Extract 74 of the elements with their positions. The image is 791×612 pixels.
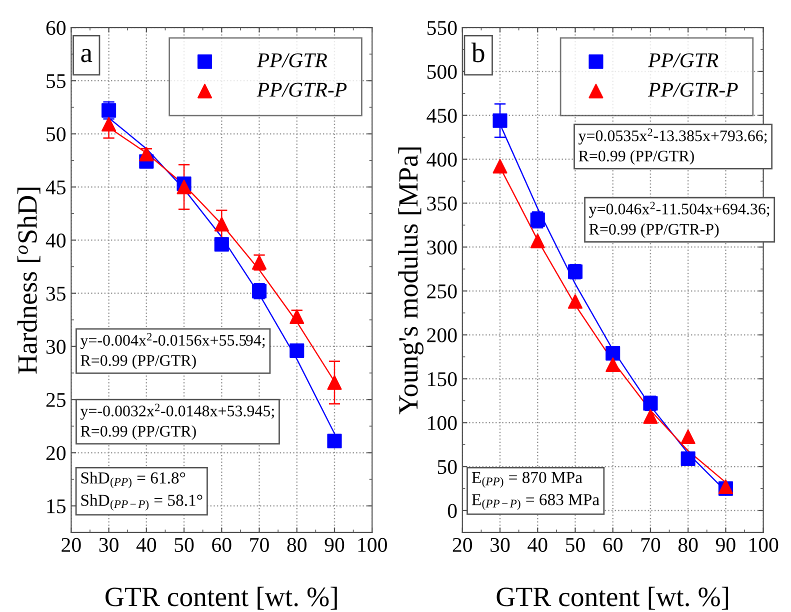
- annotation: a: [81, 48, 92, 62]
- point: [568, 294, 583, 309]
- annotation: y=0.0535x$^{2}$-13.385x+793.66; R=0.99 (PP/GTR): [578, 128, 767, 165]
- x-tick-label: 70: [641, 538, 660, 552]
- annotation: y=-0.0032x$^{2}$-0.0148x+53.945; R=0.99 (PP/GTR): [80, 404, 274, 440]
- legend-label: PP/GTR-P: [256, 82, 347, 97]
- point: [327, 375, 342, 390]
- x-tick-label: 40: [136, 538, 156, 552]
- y-tick-label: 45: [46, 180, 66, 194]
- y-tick-label: 550: [427, 20, 457, 35]
- y-tick-label: 50: [46, 127, 66, 142]
- y-axis-title: Hardness [$^{o}$ShD]: [17, 188, 40, 374]
- point: [327, 434, 342, 448]
- y-tick-label: 300: [427, 240, 457, 254]
- y-tick-label: 500: [427, 64, 457, 79]
- point: [139, 146, 154, 162]
- point: [606, 346, 620, 361]
- y-axis-title: Young's modulus [MPa]: [398, 147, 424, 414]
- y-tick-label: 0: [448, 504, 457, 518]
- x-tick-label: 80: [287, 538, 307, 552]
- y-tick-label: 100: [428, 416, 457, 430]
- y-tick-label: 200: [427, 328, 457, 342]
- y-tick-label: 20: [46, 446, 66, 460]
- text: ShD$_{(PP)}$ = 61.8° ShD$_{(PP−P)}$ = 58.1°: [81, 472, 202, 511]
- y-tick-label: 350: [427, 196, 457, 211]
- y-tick-label: 60: [46, 20, 66, 35]
- x-tick-label: 50: [174, 538, 194, 552]
- x-tick-label: 100: [358, 538, 387, 552]
- x-axis-title: GTR content [wt. %]: [496, 586, 728, 610]
- y-tick-label: 55: [46, 74, 66, 88]
- y-tick-label: 35: [46, 286, 66, 301]
- annotation: b: [471, 42, 484, 62]
- point: [290, 343, 304, 358]
- x-tick-label: 100: [750, 538, 778, 552]
- y-tick-label: 250: [427, 284, 457, 298]
- point: [492, 113, 508, 128]
- point: [530, 234, 545, 248]
- x-tick-label: 60: [603, 538, 622, 552]
- legend-label: PP/GTR: [648, 53, 718, 68]
- point: [492, 158, 508, 174]
- legend-label: PP/GTR: [256, 53, 328, 68]
- x-tick-label: 30: [490, 538, 510, 552]
- point: [643, 409, 658, 424]
- point: [214, 216, 229, 232]
- point: [214, 237, 229, 252]
- x-tick-label: 90: [324, 538, 344, 552]
- legend-label: PP/GTR-P: [648, 82, 738, 97]
- y-tick-label: 25: [46, 393, 66, 408]
- x-axis-title: GTR content [wt. %]: [106, 586, 337, 610]
- point: [290, 309, 304, 324]
- y-tick-label: 40: [46, 234, 66, 248]
- point: [606, 357, 620, 372]
- text: E$_{(PP)}$ = 870 MPa E$_{(PP−P)}$ = 683 MPa: [472, 472, 600, 510]
- x-tick-label: 90: [716, 538, 736, 552]
- point: [102, 116, 116, 132]
- annotation: y=0.046x$^{2}$-11.504x+694.36; R=0.99 (PP/GTR-P): [588, 202, 770, 238]
- x-tick-label: 70: [250, 538, 269, 552]
- y-tick-label: 400: [426, 152, 457, 167]
- x-tick-label: 20: [62, 538, 81, 552]
- x-tick-label: 40: [528, 538, 548, 552]
- y-tick-label: 15: [47, 499, 66, 514]
- y-tick-label: 150: [428, 372, 457, 386]
- x-tick-label: 50: [566, 538, 585, 552]
- annotation: y=-0.004x$^{2}$-0.0156x+55.594; R=0.99 (PP/GTR): [80, 333, 265, 370]
- x-tick-label: 20: [452, 538, 472, 552]
- point: [680, 429, 696, 444]
- point: [176, 180, 192, 194]
- x-tick-label: 30: [99, 538, 118, 552]
- y-tick-label: 50: [438, 460, 457, 474]
- x-tick-label: 80: [678, 538, 698, 552]
- x-tick-label: 60: [212, 538, 232, 552]
- y-tick-label: 450: [426, 108, 457, 123]
- point: [680, 451, 696, 466]
- y-tick-label: 30: [46, 340, 66, 354]
